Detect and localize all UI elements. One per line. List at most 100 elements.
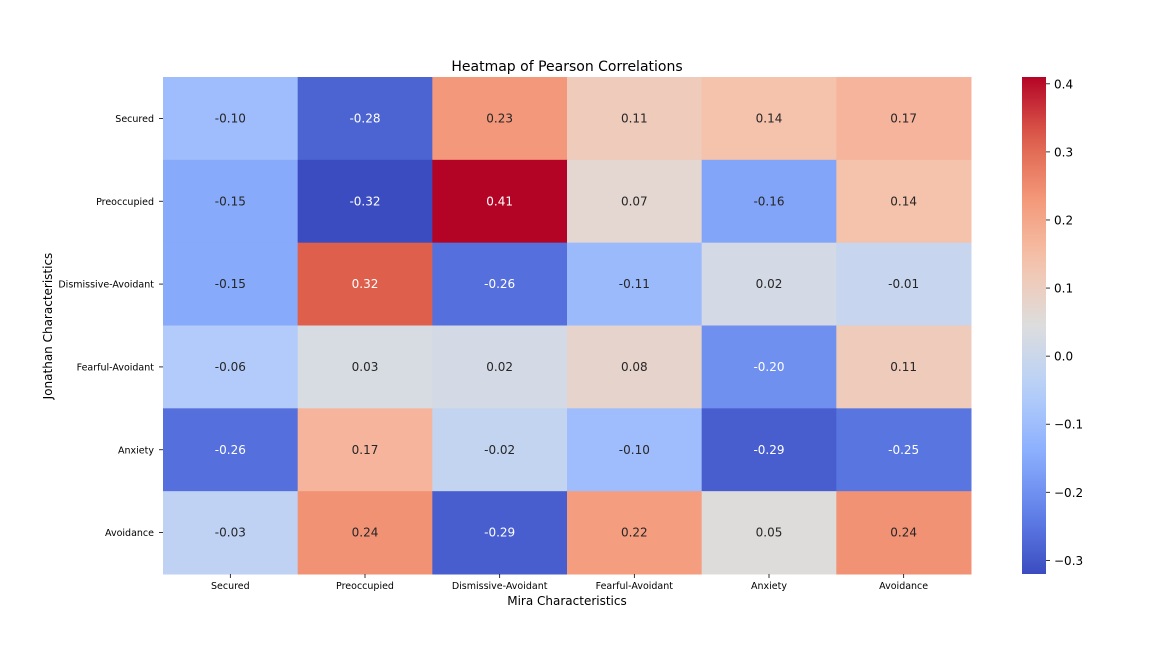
- cell-value-label: -0.10: [215, 111, 246, 125]
- cell-value-label: 0.08: [621, 360, 648, 374]
- heatmap-cell: [701, 77, 837, 161]
- y-tick-label: Dismissive-Avoidant: [58, 280, 154, 291]
- heatmap-cell: [432, 325, 568, 409]
- cell-value-label: -0.15: [215, 277, 246, 291]
- y-axis-ticks: Secured Preoccupied Dismissive-Avoidant Fea…: [58, 114, 163, 539]
- cell-value-label: -0.01: [888, 277, 919, 291]
- colorbar-tick-label: 0.3: [1054, 145, 1073, 159]
- heatmap-cell: [163, 242, 299, 326]
- colorbar: 0.4 0.3 0.2 0.1 0.0 −0.1 −0.2 −0.3: [1022, 77, 1083, 574]
- cell-value-label: -0.26: [484, 277, 515, 291]
- cell-value-label: 0.41: [486, 194, 513, 208]
- heatmap-cell: [701, 325, 837, 409]
- x-tick-label: Anxiety: [751, 581, 787, 592]
- heatmap-cell: [432, 159, 568, 244]
- y-tick-label: Anxiety: [118, 445, 154, 456]
- cell-value-label: -0.03: [215, 526, 246, 540]
- cell-value-label: -0.11: [619, 277, 650, 291]
- heatmap-cell: [163, 325, 299, 409]
- cell-value-label: -0.06: [215, 360, 246, 374]
- x-tick-label: Fearful-Avoidant: [596, 581, 674, 592]
- heatmap-cell: [567, 159, 703, 244]
- cell-value-label: -0.15: [215, 194, 246, 208]
- cell-value-label: 0.32: [352, 277, 379, 291]
- y-tick-label: Secured: [115, 114, 154, 125]
- y-tick-label: Preoccupied: [96, 197, 154, 208]
- heatmap-cell: [701, 491, 837, 575]
- heatmap-cell: [432, 408, 568, 492]
- heatmap-cell: [432, 242, 568, 326]
- cell-value-label: 0.24: [890, 526, 917, 540]
- cell-value-label: -0.25: [888, 443, 919, 457]
- cell-value-label: -0.28: [349, 111, 380, 125]
- cell-value-label: -0.29: [753, 443, 784, 457]
- colorbar-tick-label: 0.1: [1054, 282, 1073, 296]
- heatmap-cell: [163, 491, 299, 575]
- heatmap-cell: [163, 77, 299, 161]
- cell-value-label: 0.11: [621, 111, 648, 125]
- heatmap-cell: [567, 77, 703, 161]
- cell-value-label: -0.10: [619, 443, 650, 457]
- heatmap-cell: [836, 77, 972, 161]
- heatmap-cell: [297, 408, 433, 492]
- x-tick-label: Preoccupied: [336, 581, 394, 592]
- cell-value-label: -0.26: [215, 443, 246, 457]
- heatmap-cell: [836, 242, 972, 326]
- heatmap-cell: [297, 242, 433, 326]
- cell-value-label: -0.02: [484, 443, 515, 457]
- x-tick-label: Avoidance: [879, 581, 928, 592]
- cell-value-label: 0.07: [621, 194, 648, 208]
- cell-value-label: -0.16: [753, 194, 784, 208]
- heatmap-cell: [701, 159, 837, 244]
- heatmap-cell: [836, 408, 972, 492]
- heatmap-cell: [432, 491, 568, 575]
- y-tick-label: Avoidance: [105, 528, 154, 539]
- colorbar-tick-label: 0.0: [1054, 350, 1073, 364]
- cell-value-label: -0.20: [753, 360, 784, 374]
- cell-value-label: 0.23: [486, 111, 513, 125]
- colorbar-tick-label: −0.2: [1054, 486, 1083, 500]
- heatmap-cell: [836, 491, 972, 575]
- x-axis-label: Mira Characteristics: [507, 594, 627, 608]
- x-axis-ticks: Secured Preoccupied Dismissive-Avoidant Fea…: [211, 574, 928, 592]
- x-tick-label: Dismissive-Avoidant: [452, 581, 548, 592]
- heatmap-cell: [567, 491, 703, 575]
- y-tick-label: Fearful-Avoidant: [77, 362, 155, 373]
- colorbar-tick-label: 0.4: [1054, 77, 1073, 91]
- cell-value-label: -0.29: [484, 526, 515, 540]
- heatmap-cell: [701, 408, 837, 492]
- cell-value-label: 0.24: [352, 526, 379, 540]
- heatmap-cell: [567, 325, 703, 409]
- colorbar-gradient: [1022, 77, 1046, 574]
- cell-value-label: 0.03: [352, 360, 379, 374]
- cell-value-label: -0.32: [349, 194, 380, 208]
- heatmap-cell: [836, 159, 972, 244]
- heatmap-cell: [297, 77, 433, 161]
- cell-value-label: 0.02: [486, 360, 513, 374]
- x-tick-label: Secured: [211, 581, 250, 592]
- heatmap-cell: [297, 159, 433, 244]
- colorbar-tick-label: 0.2: [1054, 213, 1073, 227]
- heatmap-cell: [701, 242, 837, 326]
- heatmap-cell: [567, 242, 703, 326]
- heatmap-cell: [567, 408, 703, 492]
- heatmap-cell: [836, 325, 972, 409]
- colorbar-tick-label: −0.1: [1054, 418, 1083, 432]
- cell-value-label: 0.05: [756, 526, 783, 540]
- cell-value-label: 0.11: [890, 360, 917, 374]
- cell-value-label: 0.17: [890, 111, 917, 125]
- heatmap-cell: [297, 325, 433, 409]
- cell-value-label: 0.14: [890, 194, 917, 208]
- chart-title: Heatmap of Pearson Correlations: [451, 59, 682, 75]
- heatmap-cells: -0.10 -0.28 0.23 0.11 0.14 0.17 -0.15 -0.32 0.41…: [163, 77, 972, 575]
- cell-value-label: 0.02: [756, 277, 783, 291]
- heatmap-cell: [297, 491, 433, 575]
- heatmap-cell: [163, 408, 299, 492]
- heatmap-cell: [163, 159, 299, 244]
- y-axis-label: Jonathan Characteristics: [41, 253, 55, 401]
- cell-value-label: 0.22: [621, 526, 648, 540]
- cell-value-label: 0.14: [756, 111, 783, 125]
- cell-value-label: 0.17: [352, 443, 379, 457]
- colorbar-tick-label: −0.3: [1054, 554, 1083, 568]
